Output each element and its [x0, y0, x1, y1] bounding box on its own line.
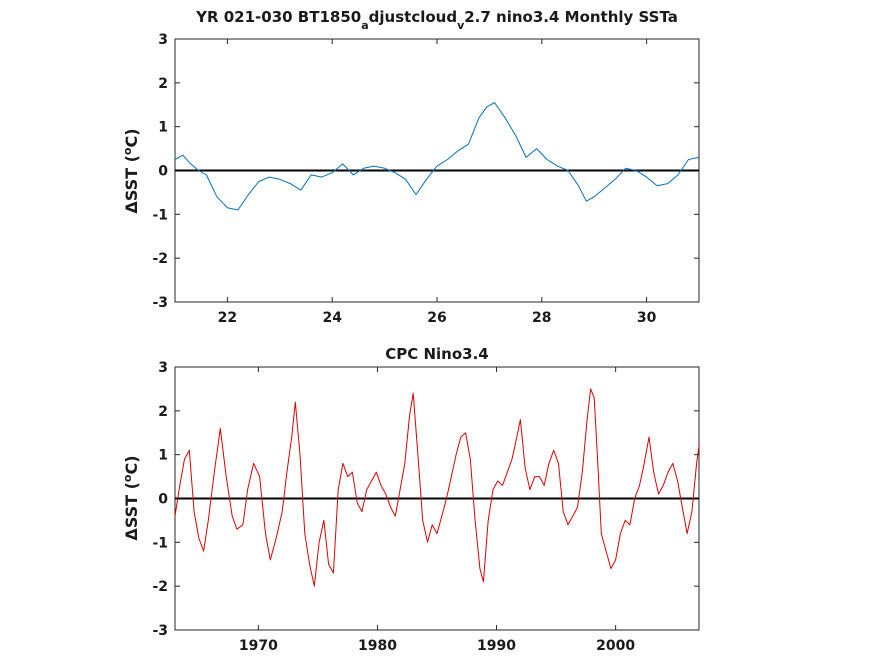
- bottom-x-tick-label: 1980: [358, 638, 397, 654]
- top-y-tick-label: 0: [158, 164, 168, 180]
- ylabel-suffix: C): [122, 455, 141, 474]
- top-y-axis-label: ΔSST (oC): [121, 128, 141, 213]
- bottom-y-tick-label: -3: [152, 623, 168, 639]
- title-part-2: djustcloud: [369, 8, 457, 26]
- title-part-3: 2.7 nino3.4 Monthly SSTa: [464, 8, 678, 26]
- bottom-series-line-0: [174, 388, 700, 587]
- top-x-tick-label: 30: [637, 310, 657, 326]
- top-y-tick-label: -3: [152, 295, 168, 311]
- bottom-x-tick-label: 1970: [239, 638, 278, 654]
- ylabel-prefix: ΔSST (: [122, 482, 141, 541]
- top-x-tick-label: 26: [427, 310, 446, 326]
- bottom-y-tick-label: 3: [158, 360, 168, 376]
- top-y-tick-label: 2: [158, 76, 168, 92]
- ylabel-suffix: C): [122, 128, 141, 147]
- bottom-y-axis-label: ΔSST (oC): [121, 455, 141, 540]
- title-subscript-v: v: [457, 19, 465, 32]
- top-x-tick-label: 28: [532, 310, 551, 326]
- top-series-line-0: [174, 102, 700, 211]
- ylabel-prefix: ΔSST (: [122, 155, 141, 214]
- top-x-tick-label: 24: [322, 310, 342, 326]
- bottom-y-tick-label: 1: [158, 448, 168, 464]
- title-part-1: YR 021-030 BT1850: [195, 8, 361, 26]
- cpc-nino34-panel: CPC Nino3.4 1970 1980 1990 2000 -3 -2 -1 0 1 2 3 Δ…: [121, 345, 700, 654]
- bottom-y-tick-label: 2: [158, 404, 168, 420]
- bottom-x-tick-label: 2000: [596, 638, 635, 654]
- model-sst-panel: YR 021-030 BT1850adjustcloudv2.7 nino3.4…: [121, 8, 700, 326]
- bottom-x-tick-label: 1990: [477, 638, 516, 654]
- ylabel-degree: o: [121, 147, 134, 155]
- top-y-tick-label: -1: [152, 207, 168, 223]
- ylabel-degree: o: [121, 474, 134, 482]
- top-y-tick-label: 1: [158, 120, 168, 136]
- top-chart-title: YR 021-030 BT1850adjustcloudv2.7 nino3.4…: [195, 8, 678, 32]
- bottom-y-tick-label: -2: [152, 579, 168, 595]
- bottom-y-tick-label: 0: [158, 492, 168, 508]
- bottom-chart-title: CPC Nino3.4: [385, 345, 488, 363]
- title-subscript-a: a: [361, 19, 368, 32]
- top-y-tick-label: -2: [152, 251, 168, 267]
- top-x-tick-label: 22: [218, 310, 237, 326]
- bottom-y-tick-label: -1: [152, 535, 168, 551]
- top-y-tick-label: 3: [158, 32, 168, 48]
